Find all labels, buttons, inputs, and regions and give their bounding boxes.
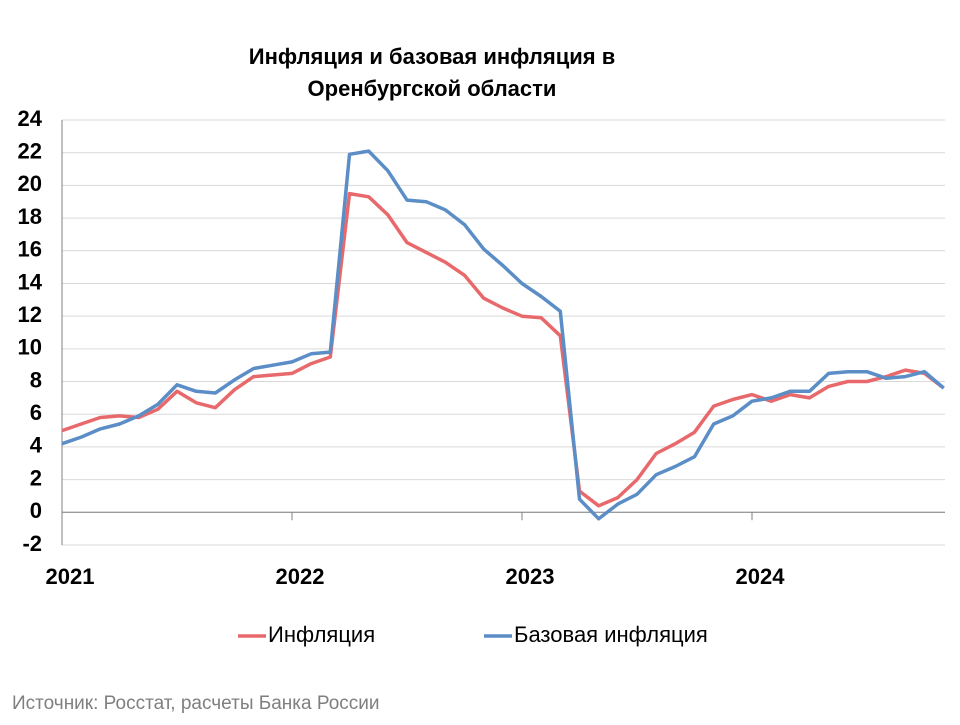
y-tick-label: 16: [18, 237, 42, 262]
y-tick-label: 0: [30, 498, 42, 523]
x-tick-label: 2024: [736, 564, 786, 589]
y-tick-label: 20: [18, 171, 42, 196]
series-line: [61, 191, 945, 508]
y-tick-label: 8: [30, 367, 42, 392]
y-tick-label: 22: [18, 139, 42, 164]
legend-label: Базовая инфляция: [514, 622, 708, 647]
chart-title: Оренбургской области: [308, 76, 557, 101]
y-tick-label: 6: [30, 400, 42, 425]
y-tick-label: 18: [18, 204, 42, 229]
chart-title: Инфляция и базовая инфляция в: [249, 44, 615, 69]
x-tick-label: 2023: [506, 564, 555, 589]
y-tick-label: 2: [30, 465, 42, 490]
legend-label: Инфляция: [268, 622, 375, 647]
x-tick-label: 2022: [276, 564, 325, 589]
y-tick-label: 4: [30, 433, 43, 458]
y-tick-label: -2: [22, 531, 42, 556]
y-tick-label: 14: [18, 269, 43, 294]
y-tick-label: 24: [18, 106, 43, 131]
y-tick-label: 12: [18, 302, 42, 327]
y-tick-label: 10: [18, 335, 42, 360]
series-line: [61, 149, 945, 521]
x-tick-label: 2021: [46, 564, 95, 589]
source-note: Источник: Росстат, расчеты Банка России: [12, 693, 380, 714]
